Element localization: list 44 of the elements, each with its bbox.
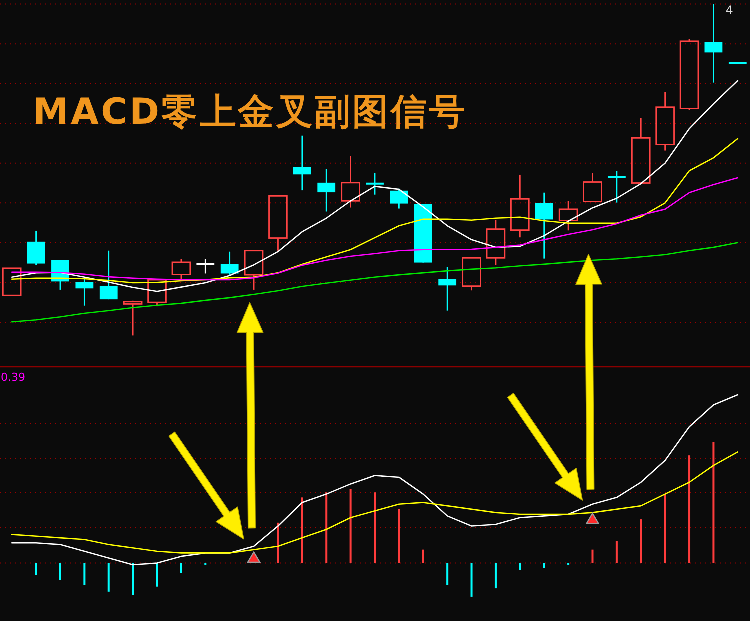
candlestick <box>535 192 554 260</box>
candlestick <box>510 174 530 238</box>
bar <box>592 550 594 564</box>
text: 0.39 <box>1 371 26 384</box>
candlestick <box>196 258 216 274</box>
bar <box>470 563 473 597</box>
bar <box>494 563 497 589</box>
candlestick <box>318 168 336 212</box>
candlestick <box>704 4 723 84</box>
bar <box>398 509 400 564</box>
bar <box>84 563 86 586</box>
candlestick <box>76 278 94 307</box>
bar <box>664 494 666 564</box>
bar <box>326 492 328 564</box>
candlestick <box>27 230 46 266</box>
bar <box>519 563 522 570</box>
candlestick <box>293 135 312 192</box>
candlestick <box>606 170 627 204</box>
candlestick <box>220 251 239 277</box>
candlestick <box>100 250 118 300</box>
bar <box>543 563 546 568</box>
bar <box>616 541 618 564</box>
bar <box>422 550 424 564</box>
bar <box>712 442 715 564</box>
bar <box>688 456 691 564</box>
bar <box>640 520 642 564</box>
bar <box>108 563 110 592</box>
candlestick <box>365 172 385 196</box>
bar <box>277 522 280 564</box>
annotation: 4 <box>726 3 734 18</box>
bar <box>156 563 158 587</box>
candlestick <box>341 155 360 208</box>
bar <box>374 492 376 564</box>
bar <box>350 489 352 564</box>
bar <box>59 563 62 580</box>
candlestick <box>390 188 408 210</box>
bar <box>132 563 134 596</box>
candlestick <box>656 92 675 152</box>
bar <box>446 563 449 586</box>
bar <box>35 563 38 576</box>
candlestick <box>438 266 457 312</box>
bar <box>301 498 304 564</box>
text: MACD零上金叉副图信号 <box>33 92 465 133</box>
bar <box>180 563 182 574</box>
